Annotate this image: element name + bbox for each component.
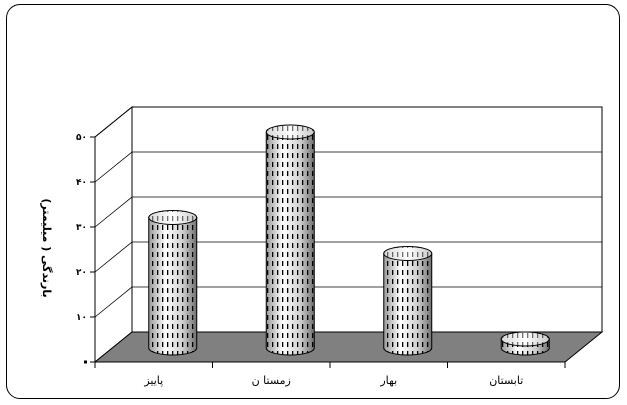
axis-layer <box>84 136 566 368</box>
x-category-label: تابستان <box>489 374 523 387</box>
y-tick-label: ۲۰ <box>76 268 87 278</box>
bar <box>383 246 433 356</box>
y-tick-label: ۳۰ <box>76 223 87 233</box>
gridline-side <box>94 241 133 273</box>
gridline-side <box>94 196 133 228</box>
y-axis-label: بارندگی ( میلیمتر) <box>40 198 53 297</box>
side-wall <box>94 105 133 364</box>
bar-pattern <box>148 217 197 355</box>
y-tick-label: ۴۰ <box>76 178 87 188</box>
y-zero-marker <box>84 360 87 364</box>
bar <box>500 331 550 356</box>
y-tick-label: ۵۰ <box>76 133 87 143</box>
bar-cap-pattern <box>383 246 432 261</box>
bar-cap-pattern <box>501 332 550 346</box>
back-wall <box>131 106 603 333</box>
x-category-label: بهار <box>379 374 397 387</box>
bar-layer <box>148 124 550 356</box>
label-layer: ۱۰ ۲۰ ۳۰ ۴۰ ۵۰ پاییز زمستا ن بهار تابستان <box>76 133 523 387</box>
y-tick-label: ۱۰ <box>76 313 87 323</box>
gridline-side <box>94 106 133 138</box>
grid-layer <box>93 105 604 364</box>
bar <box>265 124 315 356</box>
bar-cap-pattern <box>148 210 197 225</box>
gridline-side <box>94 286 133 318</box>
gridline-side <box>94 151 133 183</box>
bar <box>148 210 198 356</box>
bar-pattern <box>383 253 432 355</box>
x-category-label: زمستا ن <box>252 374 291 387</box>
x-category-label: پاییز <box>143 374 163 387</box>
bar-cap-pattern <box>266 125 315 139</box>
bar-pattern <box>266 132 315 355</box>
